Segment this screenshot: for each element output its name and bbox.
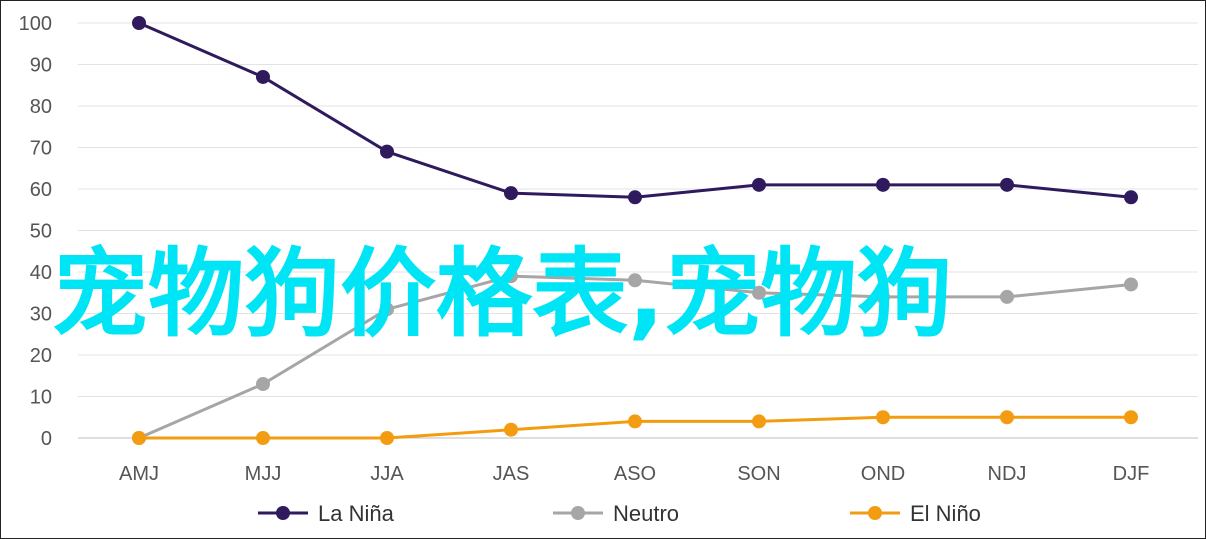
data-point bbox=[1000, 410, 1014, 425]
data-point bbox=[1000, 177, 1014, 192]
data-point bbox=[380, 144, 394, 159]
legend-marker bbox=[868, 506, 882, 520]
data-point bbox=[380, 302, 394, 317]
x-tick-label: DJF bbox=[1113, 463, 1150, 485]
data-point bbox=[504, 269, 518, 284]
x-tick-label: AMJ bbox=[119, 463, 159, 485]
y-tick-label: 100 bbox=[19, 13, 52, 35]
data-point bbox=[876, 177, 890, 192]
data-point bbox=[132, 431, 146, 445]
data-point bbox=[752, 177, 766, 192]
y-axis-ticks: 0 10 20 30 40 50 60 70 80 90 100 bbox=[19, 13, 52, 450]
x-tick-label: MJJ bbox=[245, 463, 282, 485]
x-axis-ticks: AMJ MJJ JJA JAS ASO SON OND NDJ DJF bbox=[119, 463, 1149, 485]
watermark-overlay-text: 宠物狗价格表,宠物狗 bbox=[52, 238, 952, 350]
grid-lines bbox=[78, 22, 1198, 439]
legend-marker bbox=[571, 506, 585, 520]
x-tick-label: ASO bbox=[614, 463, 656, 485]
y-tick-label: 30 bbox=[30, 304, 52, 326]
data-point bbox=[876, 289, 890, 304]
data-point bbox=[380, 431, 394, 445]
series-2 bbox=[132, 410, 1138, 445]
data-point bbox=[752, 414, 766, 429]
y-tick-label: 10 bbox=[30, 387, 52, 409]
data-point bbox=[1124, 190, 1138, 205]
legend-marker bbox=[276, 506, 290, 520]
x-tick-label: NDJ bbox=[988, 463, 1027, 485]
data-point bbox=[752, 285, 766, 300]
y-tick-label: 40 bbox=[30, 262, 52, 284]
y-tick-label: 90 bbox=[30, 55, 52, 77]
legend-label: Neutro bbox=[613, 501, 679, 526]
data-point bbox=[132, 16, 146, 30]
y-tick-label: 60 bbox=[30, 179, 52, 201]
x-tick-label: JAS bbox=[493, 463, 530, 485]
data-point bbox=[1124, 277, 1138, 292]
legend: La Niña Neutro El Niño bbox=[258, 501, 981, 526]
data-point bbox=[1124, 410, 1138, 425]
data-point bbox=[256, 431, 270, 445]
y-tick-label: 80 bbox=[30, 96, 52, 118]
legend-label: La Niña bbox=[318, 501, 395, 526]
legend-item: Neutro bbox=[553, 501, 679, 526]
data-point bbox=[504, 422, 518, 437]
data-point bbox=[628, 273, 642, 288]
series-line bbox=[138, 21, 1132, 199]
data-point bbox=[256, 377, 270, 392]
series-layer bbox=[132, 16, 1138, 445]
data-point bbox=[1000, 289, 1014, 304]
legend-item: El Niño bbox=[850, 501, 981, 526]
data-point bbox=[628, 190, 642, 205]
x-tick-label: OND bbox=[861, 463, 905, 485]
y-tick-label: 70 bbox=[30, 138, 52, 160]
x-tick-label: SON bbox=[737, 463, 780, 485]
data-point bbox=[256, 69, 270, 84]
y-tick-label: 20 bbox=[30, 345, 52, 367]
legend-label: El Niño bbox=[910, 501, 981, 526]
y-tick-label: 0 bbox=[41, 428, 52, 450]
series-0 bbox=[132, 16, 1138, 205]
legend-item: La Niña bbox=[258, 501, 395, 526]
data-point bbox=[876, 410, 890, 425]
y-tick-label: 50 bbox=[30, 221, 52, 243]
data-point bbox=[504, 186, 518, 201]
x-tick-label: JJA bbox=[370, 463, 404, 485]
data-point bbox=[628, 414, 642, 429]
